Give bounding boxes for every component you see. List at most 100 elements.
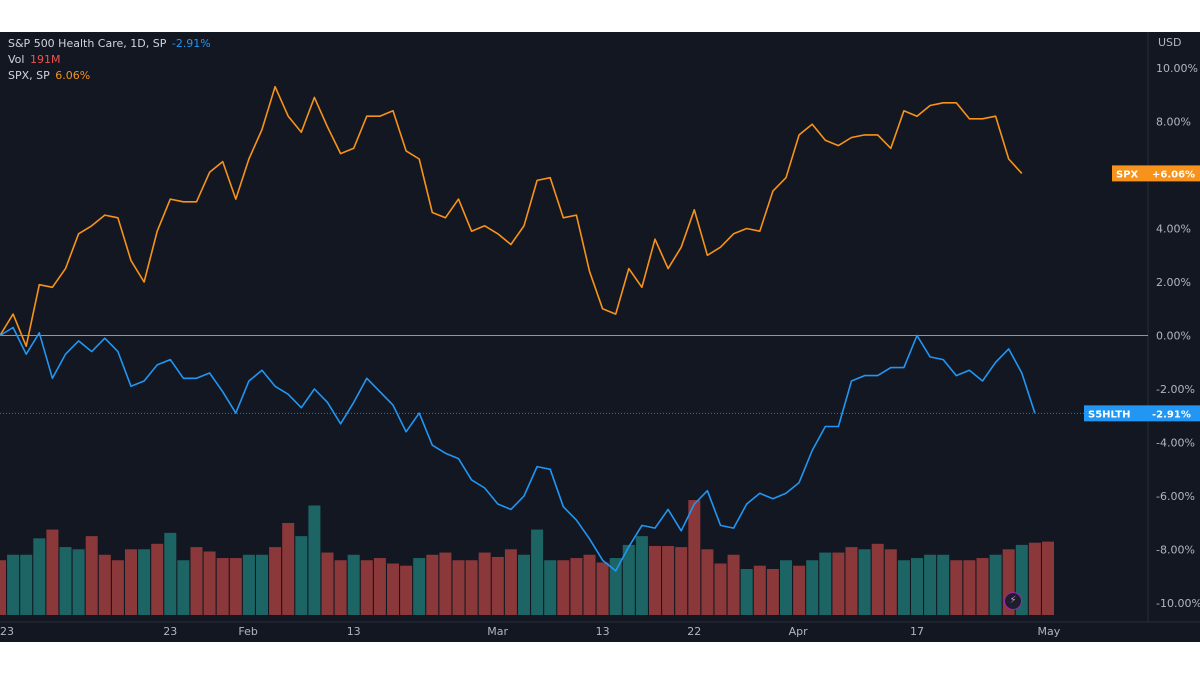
currency-label: USD: [1158, 36, 1182, 49]
volume-bar: [884, 549, 897, 615]
legend-vol-label: Vol: [8, 53, 25, 66]
hlth-tag-value: -2.91%: [1152, 409, 1191, 420]
hlth-tag-symbol: S5HLTH: [1088, 409, 1130, 420]
volume-bar: [151, 543, 164, 615]
y-tick-label: 0.00%: [1156, 330, 1191, 343]
volume-bar: [714, 563, 727, 615]
volume-bar: [59, 547, 72, 615]
volume-bar: [439, 552, 452, 615]
volume-bar: [753, 565, 766, 615]
volume-bar: [911, 558, 923, 615]
volume-bar: [72, 549, 85, 615]
x-tick-label: Feb: [238, 625, 257, 638]
x-tick-label: 13: [347, 625, 361, 638]
legend-spx-name: SPX, SP: [8, 69, 50, 82]
y-tick-label: 10.00%: [1156, 62, 1198, 75]
volume-bar: [85, 536, 98, 615]
legend-vol-value: 191M: [29, 53, 61, 66]
legend-vol-row[interactable]: Vol 191M: [8, 52, 213, 68]
volume-bar: [282, 523, 295, 615]
volume-bar: [701, 549, 714, 615]
volume-bar: [190, 547, 203, 615]
volume-bar: [950, 560, 963, 615]
volume-bar: [583, 554, 596, 615]
volume-bar: [452, 560, 465, 615]
volume-bar: [164, 532, 177, 615]
volume-bar: [308, 505, 321, 615]
series-line-s5hlth[interactable]: [0, 326, 1036, 572]
volume-bar: [937, 554, 950, 615]
volume-bar: [387, 563, 399, 615]
volume-bar: [347, 554, 360, 615]
volume-bar: [478, 552, 491, 615]
volume-bar: [649, 546, 661, 615]
volume-bar: [138, 549, 151, 615]
lightning-icon[interactable]: ⚡: [1004, 592, 1022, 610]
volume-bar: [46, 529, 59, 615]
volume-bar: [976, 558, 989, 615]
volume-bar: [413, 558, 426, 615]
volume-bar: [491, 556, 504, 615]
chart-panel[interactable]: USD10.00%8.00%6.00%4.00%2.00%0.00%-2.00%…: [0, 32, 1200, 642]
x-tick-label: 17: [910, 625, 924, 638]
legend-spx-change: 6.06%: [55, 69, 91, 82]
x-tick-label: 22: [687, 625, 701, 638]
volume-bar: [609, 558, 622, 615]
volume-bar: [111, 560, 124, 615]
volume-bar: [897, 560, 910, 615]
volume-bar: [963, 560, 976, 615]
volume-bar: [229, 558, 242, 615]
series-line-spx[interactable]: [0, 85, 1023, 348]
volume-bar: [832, 552, 845, 615]
chart-legend: S&P 500 Health Care, 1D, SP -2.91% Vol 1…: [8, 36, 213, 84]
volume-bar: [0, 560, 6, 615]
volume-bar: [177, 560, 190, 615]
volume-bar: [269, 547, 282, 615]
hlth-tag-symbol-box: [1084, 405, 1148, 422]
volume-bar: [740, 569, 753, 615]
volume-bar: [20, 554, 33, 615]
x-tick-label: 23: [163, 625, 177, 638]
volume-bar: [256, 554, 268, 615]
volume-bar: [780, 560, 792, 615]
volume-bar: [570, 558, 583, 615]
volume-bar: [360, 560, 373, 615]
volume-bar: [557, 560, 570, 615]
volume-bar: [793, 565, 806, 615]
x-tick-label: Mar: [487, 625, 508, 638]
y-tick-label: 2.00%: [1156, 276, 1191, 289]
y-tick-label: -10.00%: [1156, 597, 1200, 610]
volume-bar: [1042, 541, 1054, 615]
volume-bar: [766, 569, 779, 615]
spx-tag-value: +6.06%: [1152, 169, 1195, 180]
legend-main-row[interactable]: S&P 500 Health Care, 1D, SP -2.91%: [8, 36, 213, 52]
volume-bar: [295, 536, 308, 615]
x-tick-label: 23: [0, 625, 14, 638]
y-tick-label: -2.00%: [1156, 383, 1195, 396]
volume-bar: [819, 552, 832, 615]
volume-bar: [858, 549, 871, 615]
volume-bar: [596, 562, 609, 615]
legend-main-change: -2.91%: [171, 37, 211, 50]
volume-bar: [544, 560, 557, 615]
x-tick-label: 13: [596, 625, 610, 638]
spx-tag-value-box: [1148, 165, 1200, 182]
volume-bar: [125, 549, 137, 615]
volume-bar: [98, 554, 111, 615]
volume-bar: [688, 500, 701, 615]
volume-bar: [727, 554, 740, 615]
hlth-tag-value-box: [1148, 405, 1200, 422]
legend-spx-row[interactable]: SPX, SP 6.06%: [8, 68, 213, 84]
volume-bar: [321, 552, 334, 615]
price-chart[interactable]: USD10.00%8.00%6.00%4.00%2.00%0.00%-2.00%…: [0, 32, 1200, 642]
volume-bar: [989, 554, 1002, 615]
y-tick-label: -8.00%: [1156, 544, 1195, 557]
volume-bar: [662, 546, 675, 615]
x-tick-label: Apr: [789, 625, 809, 638]
x-tick-label: May: [1038, 625, 1061, 638]
volume-bar: [622, 544, 635, 615]
volume-bar: [7, 554, 20, 615]
volume-bar: [518, 554, 530, 615]
spx-tag-symbol-box: [1112, 165, 1148, 182]
volume-bar: [216, 558, 229, 615]
